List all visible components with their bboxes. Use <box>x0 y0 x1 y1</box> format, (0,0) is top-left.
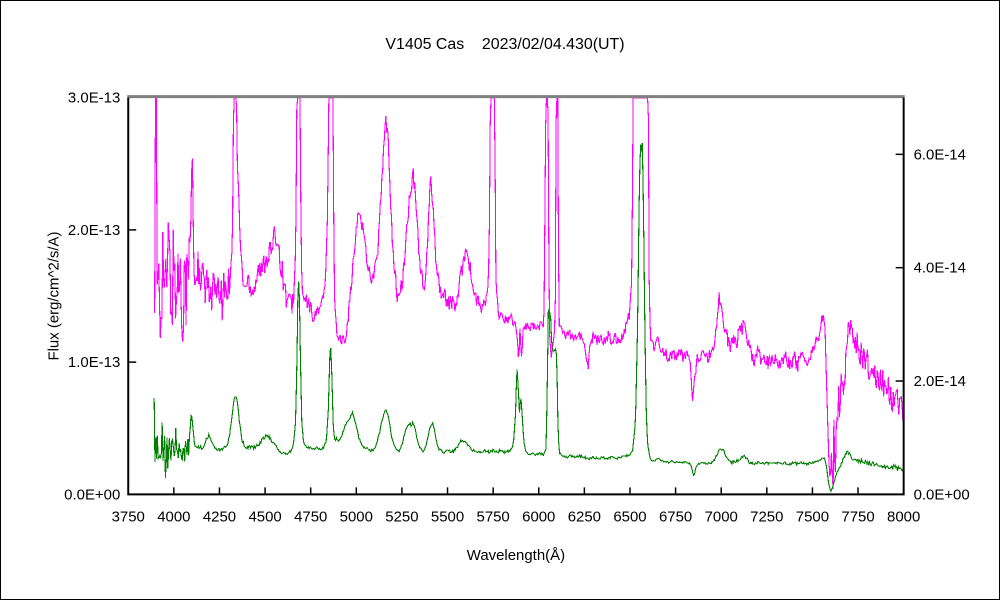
x-tick-label: 7250 <box>750 508 783 525</box>
x-tick-label: 4500 <box>248 508 281 525</box>
y-left-tick-label: 1.0E-13 <box>68 354 120 371</box>
x-tick-label: 5750 <box>477 508 510 525</box>
series-spectrum-left-scale <box>153 142 905 493</box>
x-tick-label: 4250 <box>203 508 236 525</box>
x-tick-label: 7500 <box>796 508 829 525</box>
y-right-tick-label: 2.0E-14 <box>914 373 966 390</box>
x-tick-label: 4750 <box>294 508 327 525</box>
y-left-tick-label: 0.0E+00 <box>64 486 120 503</box>
y-axis-title: Flux (erg/cm^2/s/A) <box>45 231 62 360</box>
y-right-tick-label: 4.0E-14 <box>914 260 966 277</box>
x-tick-label: 5500 <box>431 508 464 525</box>
y-right-tick-label: 6.0E-14 <box>914 146 966 163</box>
x-tick-label: 6500 <box>613 508 646 525</box>
x-tick-label: 6250 <box>568 508 601 525</box>
x-tick-label: 6750 <box>659 508 692 525</box>
x-tick-label: 8000 <box>887 508 920 525</box>
x-tick-label: 6000 <box>522 508 555 525</box>
plot-area: 3750 4000 4250 4500 4750 5000 5250 5500 5750 6000… <box>64 90 970 526</box>
series-spectrum-right-scale <box>154 97 905 489</box>
x-axis-title: Wavelength(Å) <box>467 547 565 564</box>
x-tick-label: 4000 <box>157 508 190 525</box>
x-tick-label: 3750 <box>112 508 145 525</box>
x-tick-label: 5000 <box>340 508 373 525</box>
y-right-tick-label: 0.0E+00 <box>914 486 970 503</box>
plot-frame <box>127 97 905 496</box>
x-tick-label: 7750 <box>841 508 874 525</box>
y-left-tick-label: 2.0E-13 <box>68 222 120 239</box>
chart-title: V1405 Cas 2023/02/04.430(UT) <box>385 36 624 53</box>
x-tick-label: 7000 <box>705 508 738 525</box>
y-left-tick-label: 3.0E-13 <box>68 90 120 107</box>
x-tick-label: 5250 <box>385 508 418 525</box>
